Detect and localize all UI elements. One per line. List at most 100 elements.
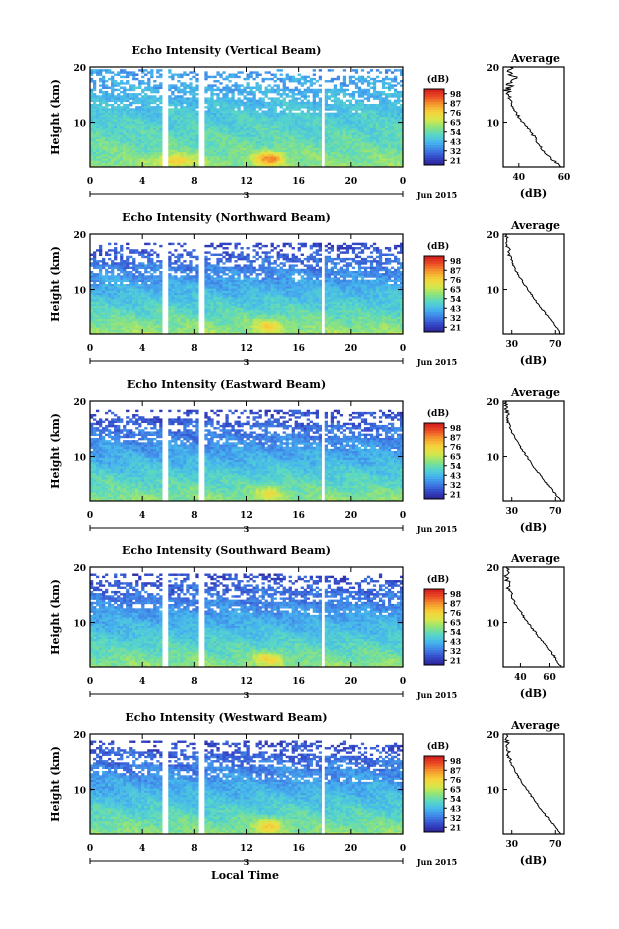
heatmap-cell xyxy=(141,163,144,165)
heatmap-cell xyxy=(237,89,240,91)
heatmap-cell xyxy=(250,143,253,145)
heatmap-cell xyxy=(138,321,141,323)
heatmap-cell xyxy=(180,312,183,314)
heatmap-cell xyxy=(352,121,355,123)
heatmap-cell xyxy=(243,132,246,134)
heatmap-cell xyxy=(337,117,340,119)
heatmap-cell xyxy=(195,106,198,108)
heatmap-cell xyxy=(328,124,331,126)
heatmap-cell xyxy=(307,108,310,110)
heatmap-cell xyxy=(180,160,183,162)
heatmap-cell xyxy=(153,327,156,329)
heatmap-cell xyxy=(361,160,364,162)
heatmap-cell xyxy=(237,158,240,160)
heatmap-cell xyxy=(114,84,117,86)
heatmap-cell xyxy=(102,314,105,316)
heatmap-cell xyxy=(301,158,304,160)
heatmap-cell xyxy=(313,106,316,108)
heatmap-cell xyxy=(108,150,111,152)
heatmap-cell xyxy=(135,110,138,112)
heatmap-cell xyxy=(189,104,192,106)
heatmap-cell xyxy=(111,89,114,91)
heatmap-cell xyxy=(123,301,126,303)
heatmap-cell xyxy=(159,271,162,273)
heatmap-cell xyxy=(262,137,265,139)
heatmap-cell xyxy=(352,126,355,128)
heatmap-cell xyxy=(301,163,304,165)
heatmap-cell xyxy=(274,113,277,115)
heatmap-cell xyxy=(307,117,310,119)
heatmap-cell xyxy=(319,137,322,139)
heatmap-cell xyxy=(96,286,99,288)
heatmap-cell xyxy=(316,126,319,128)
heatmap-cell xyxy=(153,293,156,295)
heatmap-cell xyxy=(123,264,126,266)
heatmap-cell xyxy=(376,134,379,136)
heatmap-cell xyxy=(340,132,343,134)
heatmap-cell xyxy=(147,297,150,299)
heatmap-cell xyxy=(210,160,213,162)
heatmap-cell xyxy=(126,147,129,149)
heatmap-cell xyxy=(120,321,123,323)
heatmap-cell xyxy=(156,106,159,108)
heatmap-cell xyxy=(132,108,135,110)
heatmap-cell xyxy=(120,288,123,290)
heatmap-cell xyxy=(180,150,183,152)
heatmap-cell xyxy=(213,150,216,152)
heatmap-cell xyxy=(319,139,322,141)
heatmap-cell xyxy=(346,160,349,162)
heatmap-cell xyxy=(159,327,162,329)
heatmap-cell xyxy=(286,132,289,134)
heatmap-cell xyxy=(328,150,331,152)
heatmap-cell xyxy=(367,84,370,86)
heatmap-cell xyxy=(150,95,153,97)
heatmap-cell xyxy=(376,95,379,97)
heatmap-cell xyxy=(132,317,135,319)
heatmap-cell xyxy=(117,147,120,149)
heatmap-cell xyxy=(346,141,349,143)
heatmap-cell xyxy=(219,132,222,134)
heatmap-cell xyxy=(123,91,126,93)
heatmap-cell xyxy=(174,282,177,284)
heatmap-cell xyxy=(180,254,183,256)
heatmap-cell xyxy=(123,82,126,84)
heatmap-cell xyxy=(189,271,192,273)
heatmap-cell xyxy=(343,160,346,162)
heatmap-cell xyxy=(144,102,147,104)
heatmap-cell xyxy=(301,160,304,162)
heatmap-cell xyxy=(132,160,135,162)
heatmap-cell xyxy=(114,115,117,117)
heatmap-cell xyxy=(132,93,135,95)
heatmap-cell xyxy=(268,121,271,123)
heatmap-cell xyxy=(316,152,319,154)
heatmap-cell xyxy=(328,121,331,123)
heatmap-cell xyxy=(204,163,207,165)
heatmap-cell xyxy=(192,293,195,295)
heatmap-cell xyxy=(289,78,292,80)
heatmap-cell xyxy=(171,299,174,301)
heatmap-cell xyxy=(138,325,141,327)
heatmap-cell xyxy=(334,89,337,91)
heatmap-cell xyxy=(325,128,328,130)
heatmap-cell xyxy=(192,110,195,112)
heatmap-cell xyxy=(150,130,153,132)
heatmap-cell xyxy=(204,110,207,112)
heatmap-cell xyxy=(138,150,141,152)
heatmap-cell xyxy=(171,286,174,288)
heatmap-cell xyxy=(177,295,180,297)
heatmap-cell xyxy=(102,95,105,97)
heatmap-cell xyxy=(355,115,358,117)
heatmap-cell xyxy=(280,130,283,132)
heatmap-cell xyxy=(108,126,111,128)
heatmap-cell xyxy=(99,299,102,301)
heatmap-cell xyxy=(102,260,105,262)
heatmap-cell xyxy=(111,306,114,308)
heatmap-cell xyxy=(93,117,96,119)
heatmap-cell xyxy=(135,325,138,327)
heatmap-cell xyxy=(96,108,99,110)
heatmap-cell xyxy=(114,102,117,104)
heatmap-cell xyxy=(144,124,147,126)
heatmap-cell xyxy=(319,160,322,162)
heatmap-cell xyxy=(189,312,192,314)
heatmap-cell xyxy=(186,110,189,112)
